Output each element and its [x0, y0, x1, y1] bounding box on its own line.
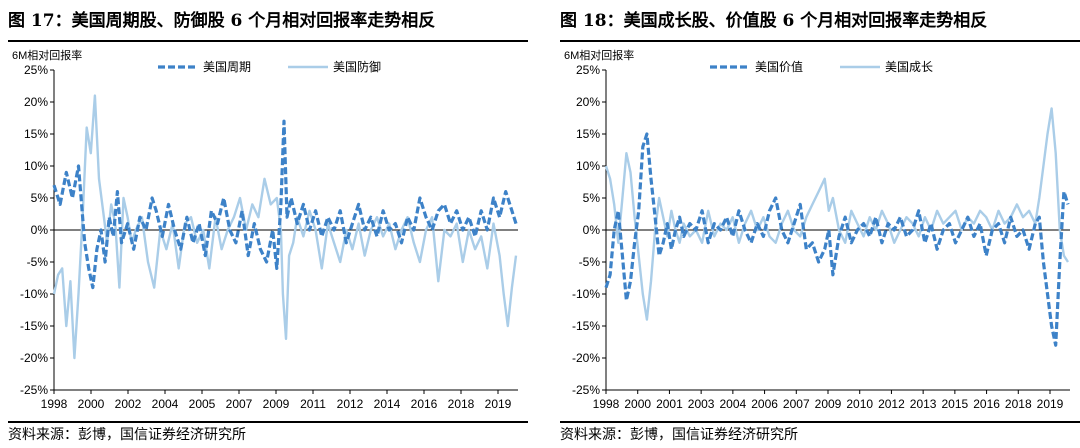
x-tick-label: 2004 [720, 397, 747, 411]
x-tick-label: 2018 [1005, 397, 1032, 411]
y-axis-label: 6M相对回报率 [564, 48, 634, 62]
x-tick-label: 2000 [78, 397, 105, 411]
y-tick-label: -10% [572, 287, 600, 301]
y-tick-label: 15% [576, 127, 600, 141]
x-tick-label: 2012 [337, 397, 364, 411]
legend-label: 美国成长 [885, 60, 933, 74]
x-tick-label: 2009 [263, 397, 290, 411]
x-tick-label: 2006 [751, 397, 778, 411]
x-tick-label: 2013 [910, 397, 937, 411]
y-tick-label: 5% [583, 191, 601, 205]
legend-label: 美国价值 [755, 59, 803, 74]
y-tick-label: 25% [576, 63, 600, 77]
x-tick-label: 2014 [374, 397, 401, 411]
y-axis-label: 6M相对回报率 [12, 48, 82, 62]
y-tick-label: 5% [31, 191, 49, 205]
y-tick-label: 20% [576, 95, 600, 109]
x-tick-label: 2019 [1037, 397, 1064, 411]
series-line-美国周期 [52, 119, 518, 290]
series-line-美国价值 [604, 132, 1070, 347]
x-tick-label: 2012 [878, 397, 905, 411]
x-tick-label: 2016 [411, 397, 438, 411]
x-tick-label: 2004 [152, 397, 179, 411]
figure-title: 图 18：美国成长股、价值股 6 个月相对回报率走势相反 [560, 11, 988, 31]
x-tick-label: 2005 [189, 397, 216, 411]
x-tick-label: 2015 [942, 397, 969, 411]
y-tick-label: -15% [20, 319, 48, 333]
source-rule [8, 421, 528, 423]
title-rule [8, 40, 528, 42]
series-line-美国防御 [52, 94, 518, 360]
y-tick-label: 10% [576, 159, 600, 173]
y-tick-label: -15% [572, 319, 600, 333]
y-tick-label: -20% [20, 351, 48, 365]
x-tick-label: 2016 [973, 397, 1000, 411]
y-tick-label: -5% [27, 255, 49, 269]
source-rule [560, 421, 1080, 423]
y-tick-label: -25% [20, 383, 48, 397]
source-note: 资料来源：彭博，国信证券经济研究所 [8, 427, 246, 443]
y-tick-label: 20% [24, 95, 48, 109]
x-tick-label: 2019 [485, 397, 512, 411]
x-tick-label: 2011 [300, 397, 326, 411]
chart-panel-right: 图 18：美国成长股、价值股 6 个月相对回报率走势相反 6M相对回报率 25% 2… [560, 0, 1080, 448]
x-tick-label: 2000 [624, 397, 651, 411]
y-tick-label: 25% [24, 63, 48, 77]
x-tick-label: 1998 [593, 397, 620, 411]
series-line-美国成长 [604, 107, 1070, 321]
y-tick-label: 10% [24, 159, 48, 173]
y-tick-label: 0% [31, 223, 49, 237]
figure-title: 图 17：美国周期股、防御股 6 个月相对回报率走势相反 [8, 11, 436, 31]
x-tick-label: 1998 [41, 397, 68, 411]
legend-label: 美国周期 [203, 60, 251, 74]
chart-panel-left: 图 17：美国周期股、防御股 6 个月相对回报率走势相反 6M相对回报率 25% 2… [8, 0, 528, 448]
x-tick-label: 2007 [226, 397, 253, 411]
source-note: 资料来源：彭博，国信证券经济研究所 [560, 427, 798, 443]
x-tick-label: 2003 [688, 397, 715, 411]
x-tick-label: 2001 [656, 397, 683, 411]
legend-label: 美国防御 [333, 59, 381, 74]
y-tick-label: -5% [579, 255, 601, 269]
y-tick-label: 0% [583, 223, 601, 237]
y-tick-label: 15% [24, 127, 48, 141]
x-tick-label: 2002 [115, 397, 142, 411]
y-tick-label: -20% [572, 351, 600, 365]
title-rule [560, 40, 1080, 42]
y-tick-label: -10% [20, 287, 48, 301]
x-tick-label: 2010 [846, 397, 873, 411]
x-tick-label: 2009 [815, 397, 842, 411]
y-tick-label: -25% [572, 383, 600, 397]
x-tick-label: 2018 [448, 397, 475, 411]
x-tick-label: 2007 [783, 397, 810, 411]
